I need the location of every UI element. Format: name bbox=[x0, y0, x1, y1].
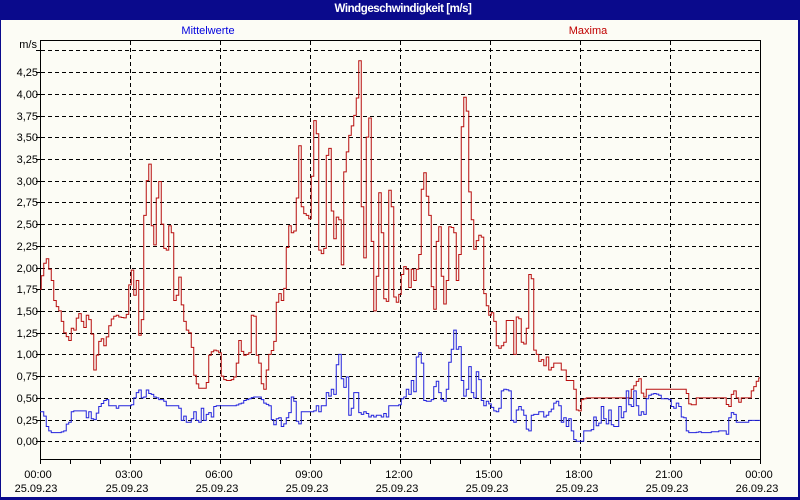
svg-text:25.09.23: 25.09.23 bbox=[196, 483, 239, 495]
svg-text:15:00: 15:00 bbox=[475, 469, 503, 481]
svg-text:00:00: 00:00 bbox=[745, 469, 773, 481]
svg-text:2,00: 2,00 bbox=[17, 263, 38, 275]
svg-text:12:00: 12:00 bbox=[385, 469, 413, 481]
svg-text:1,00: 1,00 bbox=[17, 349, 38, 361]
svg-text:3,75: 3,75 bbox=[17, 111, 38, 123]
svg-text:Maxima: Maxima bbox=[569, 25, 608, 37]
svg-text:0,00: 0,00 bbox=[17, 436, 38, 448]
svg-text:0,50: 0,50 bbox=[17, 393, 38, 405]
svg-text:25.09.23: 25.09.23 bbox=[106, 483, 149, 495]
svg-text:25.09.23: 25.09.23 bbox=[466, 483, 509, 495]
svg-text:2,50: 2,50 bbox=[17, 219, 38, 231]
svg-text:25.09.23: 25.09.23 bbox=[646, 483, 689, 495]
svg-text:25.09.23: 25.09.23 bbox=[286, 483, 329, 495]
svg-text:21:00: 21:00 bbox=[655, 469, 683, 481]
svg-text:25.09.23: 25.09.23 bbox=[556, 483, 599, 495]
svg-text:1,75: 1,75 bbox=[17, 284, 38, 296]
svg-text:Windgeschwindigkeit [m/s]: Windgeschwindigkeit [m/s] bbox=[335, 3, 473, 15]
svg-text:03:00: 03:00 bbox=[115, 469, 143, 481]
svg-text:1,50: 1,50 bbox=[17, 306, 38, 318]
svg-text:4,25: 4,25 bbox=[17, 67, 38, 79]
svg-text:3,25: 3,25 bbox=[17, 154, 38, 166]
svg-text:00:00: 00:00 bbox=[24, 469, 52, 481]
svg-text:25.09.23: 25.09.23 bbox=[15, 483, 58, 495]
svg-text:26.09.23: 26.09.23 bbox=[736, 483, 779, 495]
svg-text:06:00: 06:00 bbox=[205, 469, 233, 481]
svg-text:09:00: 09:00 bbox=[295, 469, 323, 481]
svg-text:0,25: 0,25 bbox=[17, 415, 38, 427]
svg-text:m/s: m/s bbox=[19, 39, 37, 51]
svg-text:3,00: 3,00 bbox=[17, 176, 38, 188]
svg-text:25.09.23: 25.09.23 bbox=[376, 483, 419, 495]
svg-text:0,75: 0,75 bbox=[17, 371, 38, 383]
svg-text:Mittelwerte: Mittelwerte bbox=[181, 25, 234, 37]
svg-text:4,00: 4,00 bbox=[17, 89, 38, 101]
svg-text:2,25: 2,25 bbox=[17, 241, 38, 253]
svg-text:1,25: 1,25 bbox=[17, 328, 38, 340]
svg-text:2,75: 2,75 bbox=[17, 197, 38, 209]
svg-text:18:00: 18:00 bbox=[565, 469, 593, 481]
svg-text:3,50: 3,50 bbox=[17, 132, 38, 144]
